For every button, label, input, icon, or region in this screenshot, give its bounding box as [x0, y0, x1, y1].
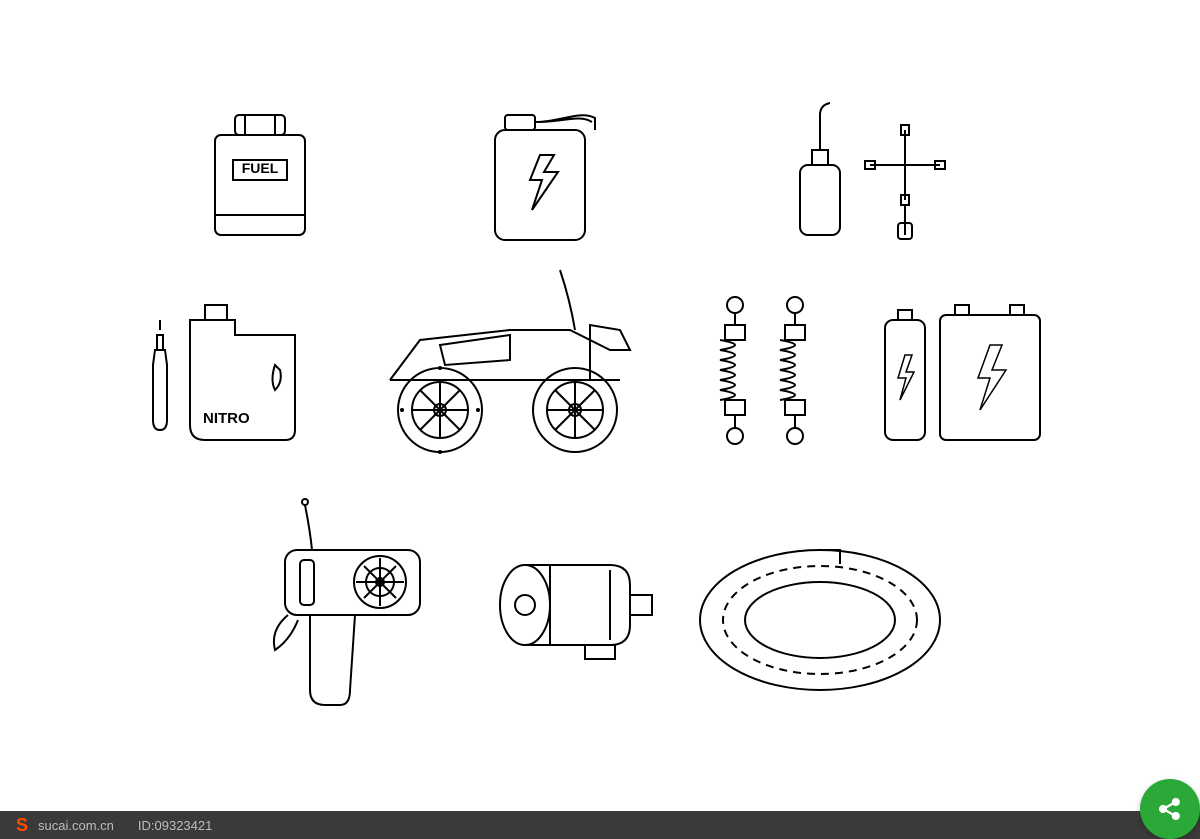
share-button[interactable]	[1140, 779, 1200, 839]
power-can-icon	[480, 100, 600, 250]
track-icon	[690, 530, 950, 700]
footer-bar: S sucai.com.cn ID: 09323421	[0, 811, 1200, 839]
footer-domain: sucai.com.cn	[38, 818, 114, 833]
fuel-label: FUEL	[205, 160, 315, 176]
footer-id-label: ID:	[138, 818, 155, 833]
batteries-icon	[880, 300, 1050, 450]
shocks-icon	[700, 290, 840, 450]
tools-icon	[790, 95, 950, 245]
nitro-label: NITRO	[203, 410, 250, 427]
icon-sheet: FUEL	[0, 0, 1200, 839]
fuel-can-icon: FUEL	[205, 105, 315, 245]
nitro-icon: NITRO	[135, 290, 315, 450]
rc-car-icon	[360, 260, 660, 460]
remote-icon	[250, 490, 450, 720]
footer-logo: S	[16, 815, 28, 836]
footer-id-value: 09323421	[155, 818, 213, 833]
motor-icon	[490, 540, 660, 670]
